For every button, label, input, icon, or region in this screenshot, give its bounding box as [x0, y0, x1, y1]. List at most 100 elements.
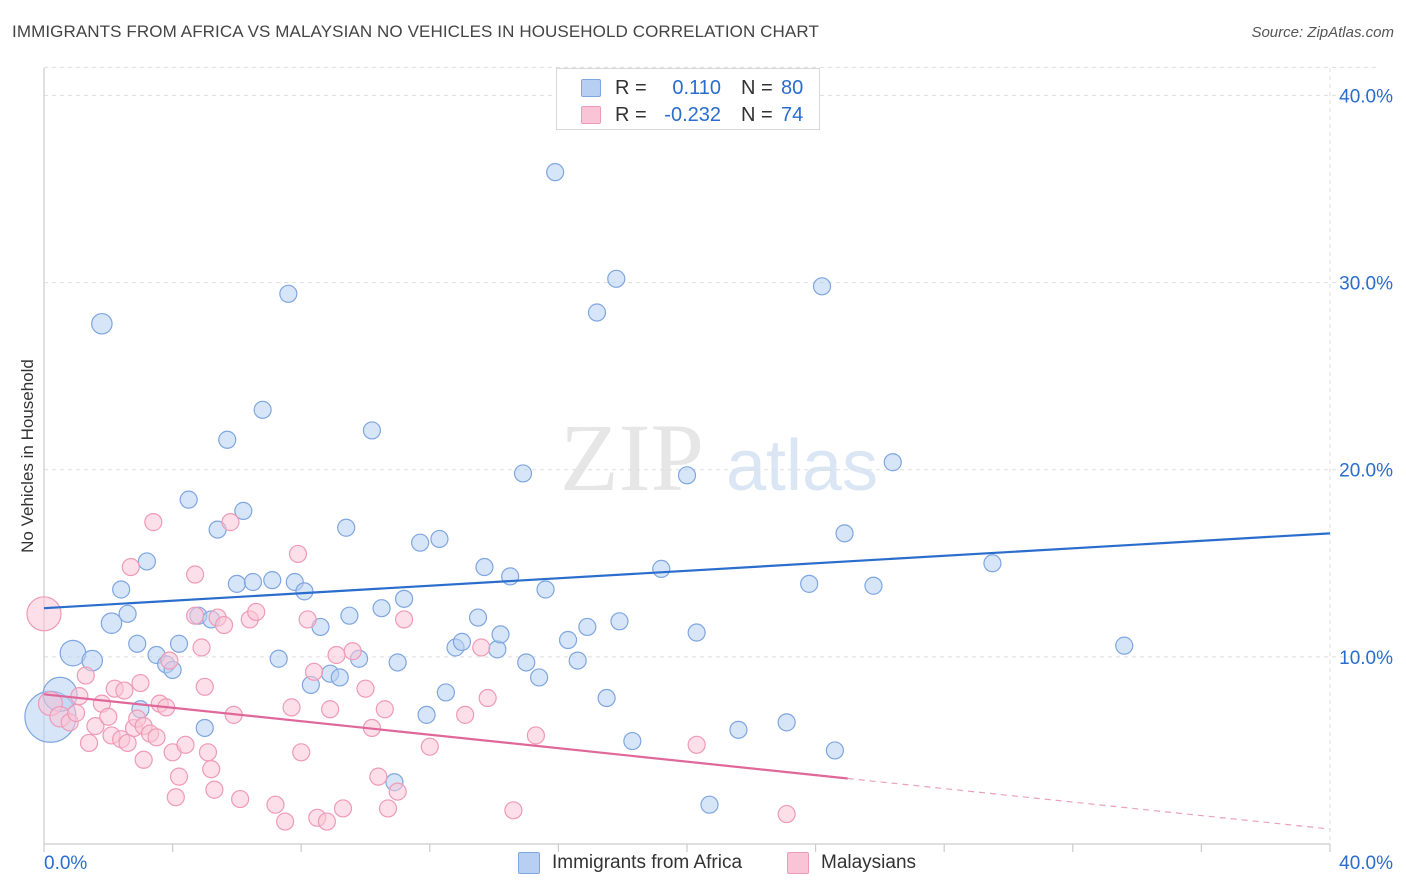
- point-africa: [546, 163, 565, 182]
- point-africa: [269, 649, 288, 668]
- point-africa: [468, 608, 488, 627]
- point-africa: [394, 589, 414, 608]
- legend-row-africa: R = 0.110 N = 80: [581, 75, 803, 101]
- point-africa: [587, 303, 607, 322]
- point-africa: [452, 632, 472, 651]
- r-label: R =: [615, 76, 647, 99]
- r-value: 0.110: [672, 76, 721, 99]
- point-malaysians: [169, 767, 189, 786]
- point-africa: [488, 640, 507, 659]
- point-africa: [100, 612, 123, 634]
- point-malaysians: [478, 688, 497, 708]
- point-malaysians: [195, 677, 214, 696]
- watermark-atlas: atlas: [726, 426, 878, 506]
- legend-label: Malaysians: [821, 852, 917, 873]
- n-value: 74: [781, 103, 804, 126]
- point-malaysians: [115, 681, 134, 700]
- point-malaysians: [144, 513, 163, 532]
- point-malaysians: [26, 596, 62, 632]
- point-malaysians: [198, 743, 218, 762]
- legend-row-malaysians: R = -0.232 N = 74: [581, 102, 803, 128]
- point-malaysians: [375, 700, 394, 719]
- point-malaysians: [266, 795, 285, 814]
- point-africa: [578, 617, 597, 637]
- point-africa: [337, 518, 356, 537]
- point-malaysians: [86, 716, 105, 736]
- legend-swatch-blue: [518, 852, 540, 874]
- point-malaysians: [687, 735, 706, 754]
- point-malaysians: [378, 799, 398, 818]
- point-africa: [218, 430, 237, 449]
- point-malaysians: [118, 733, 137, 753]
- point-malaysians: [147, 728, 166, 747]
- point-africa: [243, 572, 263, 592]
- point-malaysians: [166, 788, 185, 807]
- point-malaysians: [472, 638, 491, 657]
- point-africa: [195, 718, 214, 738]
- legend-swatch-pink: [787, 852, 809, 874]
- point-africa: [513, 464, 533, 483]
- point-africa: [558, 630, 578, 650]
- point-africa: [234, 501, 253, 520]
- point-africa: [91, 312, 113, 335]
- correlation-legend: R = 0.110 N = 80 R = -0.232 N = 74: [556, 68, 820, 130]
- point-africa: [169, 634, 189, 653]
- point-africa: [700, 795, 719, 814]
- point-malaysians: [388, 782, 407, 801]
- chart-title: IMMIGRANTS FROM AFRICA VS MALAYSIAN NO V…: [12, 22, 819, 41]
- point-africa: [411, 533, 430, 552]
- y-tick-label: 10.0%: [1339, 648, 1393, 669]
- point-malaysians: [76, 666, 95, 685]
- point-malaysians: [321, 700, 340, 719]
- point-africa: [812, 277, 832, 296]
- point-africa: [568, 651, 587, 670]
- point-malaysians: [70, 687, 89, 706]
- point-africa: [687, 623, 706, 642]
- legend-label: Immigrants from Africa: [552, 852, 743, 873]
- point-malaysians: [67, 703, 86, 723]
- point-africa: [1115, 636, 1134, 655]
- point-malaysians: [343, 642, 362, 661]
- point-africa: [864, 576, 883, 595]
- point-malaysians: [282, 698, 301, 717]
- y-tick-label: 30.0%: [1339, 274, 1393, 295]
- legend-item-malaysians[interactable]: Malaysians: [787, 852, 916, 874]
- point-africa: [883, 453, 902, 472]
- point-africa: [530, 668, 549, 687]
- point-africa: [279, 284, 298, 303]
- point-malaysians: [292, 743, 311, 762]
- legend-item-immigrants-from-africa[interactable]: Immigrants from Africa: [518, 852, 742, 874]
- y-tick-label: 20.0%: [1339, 461, 1393, 482]
- grid-lines: [44, 66, 1380, 844]
- point-malaysians: [131, 673, 150, 693]
- point-malaysians: [79, 733, 99, 753]
- point-malaysians: [205, 780, 224, 799]
- point-africa: [372, 599, 391, 618]
- trend-line-malaysians-extension: [847, 777, 1331, 830]
- point-africa: [263, 571, 282, 590]
- point-africa: [610, 612, 629, 631]
- point-africa: [623, 731, 642, 751]
- point-malaysians: [192, 638, 211, 657]
- point-malaysians: [298, 610, 317, 629]
- point-malaysians: [121, 557, 140, 577]
- point-malaysians: [456, 705, 475, 724]
- point-africa: [607, 269, 626, 288]
- point-africa: [597, 688, 616, 708]
- point-africa: [430, 529, 449, 549]
- x-tick-label: 40.0%: [1339, 853, 1393, 874]
- point-malaysians: [369, 767, 388, 786]
- point-africa: [800, 574, 819, 593]
- point-africa: [983, 554, 1002, 573]
- point-malaysians: [176, 735, 195, 754]
- n-value: 80: [781, 76, 804, 99]
- point-africa: [128, 634, 147, 653]
- legend-swatch-pink: [581, 106, 601, 124]
- point-africa: [729, 720, 748, 739]
- watermark-zip: ZIP: [560, 404, 704, 511]
- point-malaysians: [288, 544, 308, 564]
- point-malaysians: [231, 789, 250, 809]
- point-africa: [253, 400, 272, 419]
- r-label: R =: [615, 103, 647, 126]
